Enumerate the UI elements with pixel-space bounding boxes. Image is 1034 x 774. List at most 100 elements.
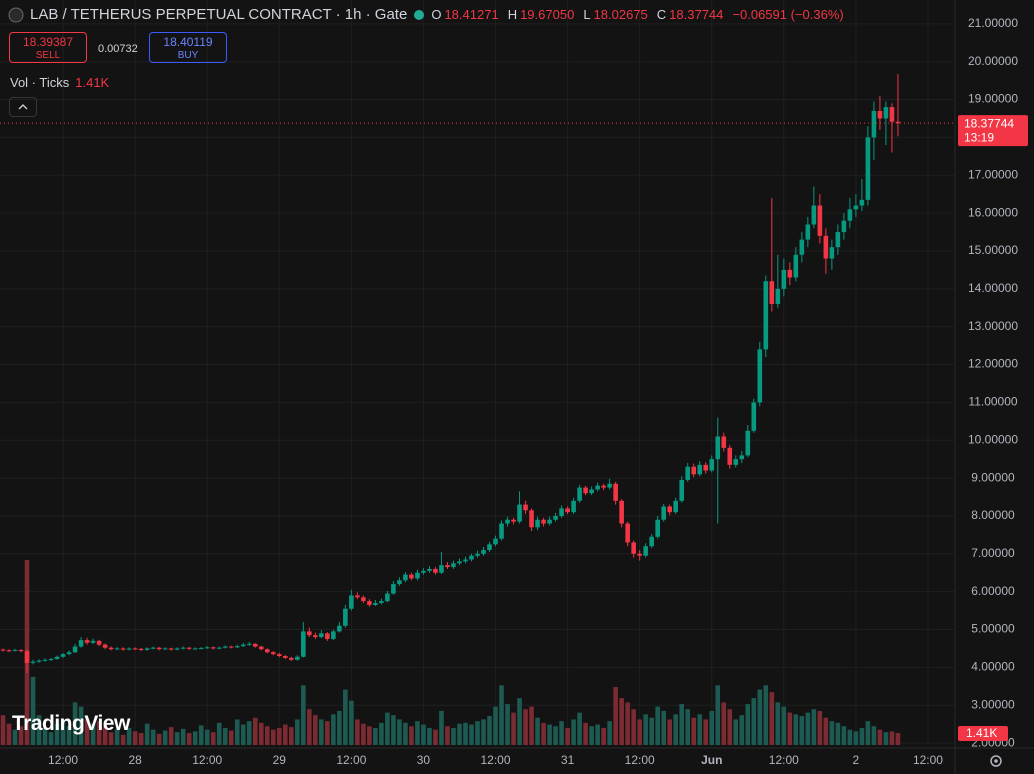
y-tick-label: 20.00000 [968,54,1018,68]
volume-bar [439,710,444,745]
settings-dot[interactable] [994,759,998,763]
volume-bar [805,712,811,745]
candle-body [246,643,252,645]
volume-bar [685,709,691,745]
candle-body [96,640,102,645]
candle-body [559,508,564,516]
volume-bar [769,692,775,745]
symbol-title[interactable]: LAB / TETHERUS PERPETUAL CONTRACT · 1h ·… [30,6,408,23]
candle-body [775,288,781,304]
volume-bar [655,706,660,745]
volume-badge [958,726,1008,741]
candle-body [192,648,198,650]
legend-header: LAB / TETHERUS PERPETUAL CONTRACT · 1h ·… [8,6,850,23]
candle-body [42,659,48,661]
candle-body [54,656,60,660]
candle-body [367,601,372,605]
candle-body [541,519,546,524]
buy-price[interactable]: 18.40119 [163,35,213,49]
volume-bar [631,709,636,745]
volume-bar [493,706,498,745]
volume-bar [595,724,600,745]
candle-body [571,500,576,513]
candle-body [823,235,829,259]
candle-body [733,459,739,465]
x-tick-label: 31 [561,753,575,767]
candle-body [811,205,817,225]
volume-bar [745,704,751,745]
volume-bar [475,721,480,745]
brand-logo[interactable]: TradingView [12,712,130,735]
candle-body [529,510,534,528]
volume-bar [715,685,721,745]
y-tick-label: 10.00000 [968,432,1018,446]
volume-bar [409,726,414,745]
settings-icon[interactable] [990,755,1002,767]
candle-body [667,506,673,513]
candle-body [186,647,192,649]
collapse-button[interactable] [9,97,37,117]
volume-bar [865,721,871,745]
x-tick-label: 12:00 [913,753,943,767]
volume-bar [709,710,715,745]
y-tick-label: 17.00000 [968,167,1018,181]
close-value: 18.37744 [669,7,724,22]
collapse-chevron[interactable] [18,104,28,110]
sell-button[interactable]: 18.39387 SELL [9,32,87,63]
volume-bar [192,731,198,745]
candle-body [877,110,883,119]
volume-bar [853,731,859,745]
volume-bar [258,722,264,745]
candle-body [451,563,456,568]
volume-bar [487,716,492,745]
candle-body [847,209,853,221]
volume-indicator: Vol · Ticks [10,75,70,90]
volume-bar [661,710,666,745]
volume-bar [391,715,396,745]
collapse-icon[interactable] [10,98,36,116]
volume-bar [841,726,847,745]
candle-body [679,479,685,501]
candle-body [475,553,480,556]
volume-bar [397,719,402,745]
candle-body [343,608,348,626]
volume-bar [6,723,12,745]
volume-bar [883,732,889,745]
candle-body [234,646,240,648]
volume-bar [847,729,853,745]
candle-body [583,487,588,494]
volume-bar [541,722,546,745]
volume-bar [619,698,624,745]
x-tick-label: 12:00 [481,753,511,767]
x-tick-label: 12:00 [625,753,655,767]
candle-body [805,224,811,240]
volume-bar [84,719,90,745]
volume-bar [0,715,6,745]
volume-bar [607,721,612,745]
candle-body [799,239,805,255]
candle-body [379,601,384,604]
volume-bar [871,726,877,745]
volume-bar [216,722,222,745]
candle-body [156,647,162,650]
candle-body [793,254,799,278]
volume-bar [829,721,835,745]
volume-bar [198,725,204,745]
volume-bar [421,724,426,745]
sell-price[interactable]: 18.39387 [22,35,74,49]
candle-body [60,654,66,657]
buy-button[interactable]: 18.40119 BUY [149,32,227,63]
volume-last: 1.41K [75,75,110,90]
sell-label[interactable]: SELL [35,50,61,61]
candle-body [102,644,108,648]
volume-bar [301,685,306,745]
candle-body [355,595,360,598]
volume-bar [733,719,739,745]
volume-bar [649,717,654,745]
candle-body [523,504,528,511]
settings-ring[interactable] [990,755,1002,767]
buy-label[interactable]: BUY [177,50,199,61]
candle-body [889,107,895,122]
candle-body [270,652,276,655]
